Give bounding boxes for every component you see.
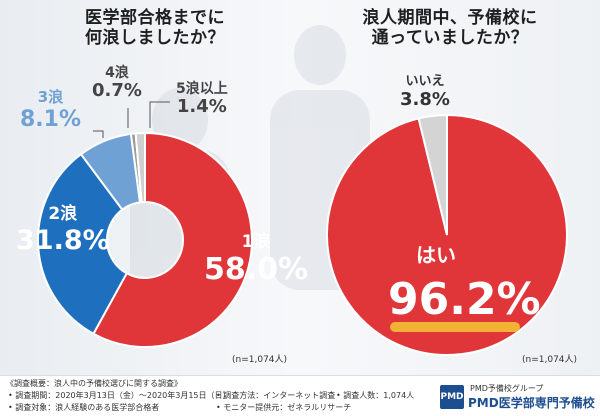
- label-5ro: 5浪以上 1.4%: [176, 81, 228, 117]
- pie-slice-1: [417, 113, 448, 236]
- label-1ro: 1浪 58.0%: [204, 232, 309, 287]
- callout-3ro: [93, 130, 104, 138]
- survey-monitor: • モニター提供元：ゼネラルリサーチ: [216, 403, 352, 412]
- brand-name: PMD医学部専門予備校: [468, 396, 595, 410]
- right-chart-sample-size: (n=1,074人): [522, 355, 578, 365]
- label-hai: はい: [416, 243, 456, 267]
- right-pie-chart: [326, 113, 568, 356]
- left-donut-chart: [37, 131, 253, 348]
- pie-charts: [37, 101, 568, 356]
- survey-period: • 調査期間：2020年3月13日（金）〜2020年3月15日（日）: [8, 391, 231, 400]
- survey-count: • 調査人数：1,074人: [336, 391, 415, 400]
- highlight-bar: [390, 322, 520, 332]
- pie-slice-4: [134, 131, 146, 204]
- callout-5ro: [149, 101, 170, 128]
- left-chart-title: 医学部合格までに 何浪しましたか？: [85, 8, 225, 48]
- label-4ro: 4浪 0.7%: [92, 65, 142, 101]
- pmd-logo: PMD: [440, 385, 464, 409]
- survey-method: • 調査方法：インターネット調査: [216, 391, 336, 400]
- label-3ro: 3浪 8.1%: [20, 88, 82, 132]
- right-chart-title: 浪人期間中、予備校に 通っていましたか？: [362, 8, 538, 48]
- survey-overview: 《調査概要：浪人中の予備校選びに関する調査》: [6, 379, 182, 388]
- pie-slice-1: [37, 152, 129, 336]
- survey-footer: 《調査概要：浪人中の予備校選びに関する調査》 • 調査期間：2020年3月13日…: [0, 375, 600, 416]
- brand-group: PMD予備校グループ: [470, 384, 544, 393]
- label-2ro: 2浪 31.8%: [16, 204, 110, 256]
- left-chart-sample-size: (n=1,074人): [232, 355, 288, 365]
- pie-slice-0: [92, 131, 253, 348]
- value-hai: 96.2%: [388, 274, 541, 325]
- survey-target: • 調査対象：浪人経験のある医学部合格者: [8, 403, 160, 412]
- label-iie: いいえ 3.8%: [400, 74, 450, 110]
